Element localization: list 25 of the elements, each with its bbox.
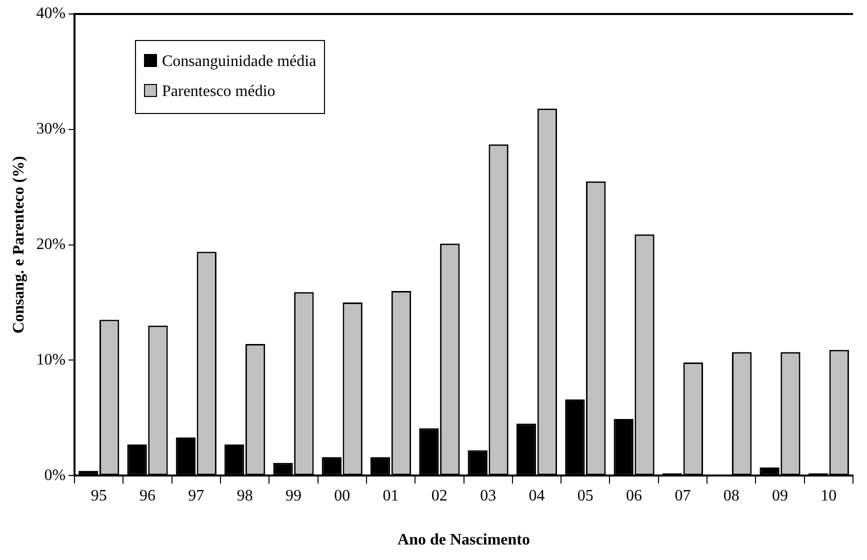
x-tick-label: 08	[723, 487, 740, 504]
y-tick-label: 10%	[36, 351, 66, 368]
legend-label: Parentesco médio	[162, 83, 276, 100]
y-tick-label: 0%	[44, 466, 66, 484]
x-tick-label: 01	[382, 487, 399, 504]
x-tick-label: 06	[626, 487, 642, 504]
y-tick-label: 30%	[36, 120, 66, 138]
x-tick-label: 97	[188, 487, 204, 504]
x-axis-title: Ano de Nascimento	[398, 532, 530, 549]
x-tick-label: 00	[334, 487, 350, 504]
y-tick-label: 40%	[36, 5, 66, 22]
x-tick-label: 03	[480, 487, 496, 504]
x-tick-label: 05	[577, 487, 594, 504]
x-tick-label: 04	[528, 487, 545, 504]
x-tick-label: 96	[140, 487, 156, 504]
x-tick-label: 09	[772, 487, 788, 504]
x-tick-label: 95	[90, 487, 107, 504]
x-tick-label: 10	[820, 487, 837, 504]
y-tick-label: 20%	[36, 236, 66, 254]
x-tick-label: 02	[431, 487, 448, 504]
x-tick-label: 99	[285, 487, 302, 504]
y-axis-title: Consang. e Parenteco (%)	[10, 156, 28, 334]
x-tick-label: 07	[674, 487, 691, 504]
legend-label: Consanguinidade média	[162, 53, 316, 70]
x-tick-label: 98	[236, 487, 253, 504]
